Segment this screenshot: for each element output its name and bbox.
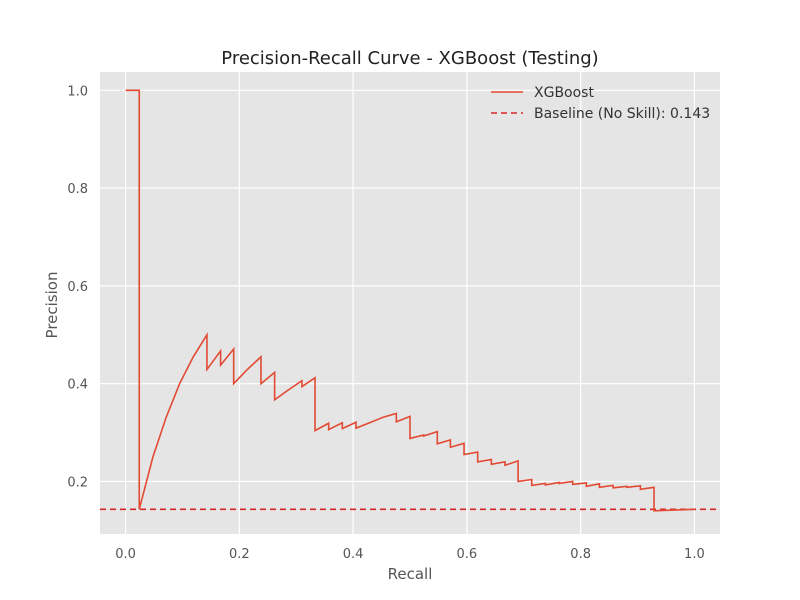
legend-label-xgboost: XGBoost: [534, 85, 594, 101]
x-tick-label: 0.0: [115, 547, 136, 562]
x-ticks: 0.0 0.2 0.4 0.6 0.8 1.0: [115, 547, 704, 562]
x-tick-label: 1.0: [684, 547, 705, 562]
x-tick-label: 0.2: [229, 547, 250, 562]
y-ticks: 0.2 0.4 0.6 0.8 1.0: [67, 84, 88, 490]
plot-area: [100, 72, 720, 534]
y-tick-label: 0.8: [67, 182, 88, 197]
x-tick-label: 0.4: [343, 547, 364, 562]
series-layer: [125, 89, 695, 512]
y-axis-label: Precision: [43, 272, 61, 339]
x-tick-label: 0.6: [457, 547, 478, 562]
grid: [100, 72, 720, 534]
xgboost-curve: [125, 89, 695, 512]
y-tick-label: 0.6: [67, 280, 88, 295]
y-tick-label: 0.4: [67, 378, 88, 393]
legend: XGBoost Baseline (No Skill): 0.143: [491, 85, 710, 122]
y-tick-label: 1.0: [67, 84, 88, 99]
legend-label-baseline: Baseline (No Skill): 0.143: [534, 106, 710, 122]
chart-title: Precision-Recall Curve - XGBoost (Testin…: [221, 48, 598, 69]
x-tick-label: 0.8: [570, 547, 591, 562]
x-axis-label: Recall: [388, 565, 433, 583]
y-tick-label: 0.2: [67, 475, 88, 490]
